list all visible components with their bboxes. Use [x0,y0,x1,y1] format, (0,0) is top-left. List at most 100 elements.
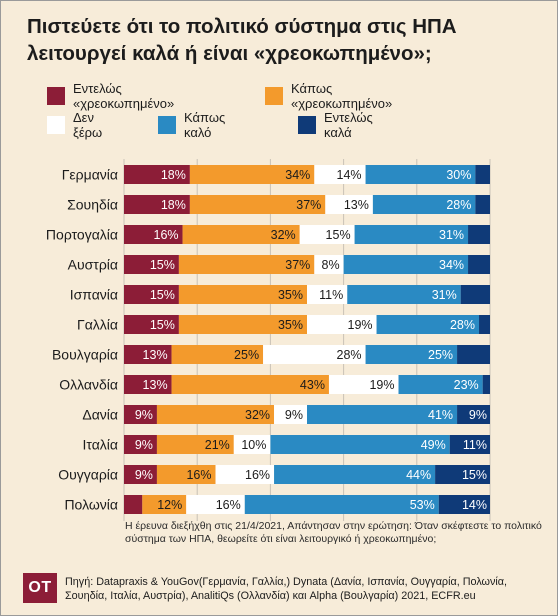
bar-segment [178,255,315,274]
legend-label: Κάπως καλό [184,110,226,140]
data-label: 9% [135,438,153,452]
bar-segment [343,255,469,274]
data-label: 30% [446,168,471,182]
bar-segment [124,375,172,394]
data-label: 31% [439,228,464,242]
data-label: 19% [369,378,394,392]
data-label: 13% [143,348,168,362]
data-label: 34% [439,258,464,272]
data-label: 12% [157,498,182,512]
bar-segment [328,375,399,394]
data-label: 14% [337,168,362,182]
data-label: 37% [296,198,321,212]
legend-item-dont-know: Δεν ξέρω [47,110,102,140]
chart-title: Πιστεύετε ότι το πολιτικό σύστημα στις Η… [27,15,457,65]
data-label: 32% [271,228,296,242]
data-label: 15% [150,318,175,332]
bar-segment [354,225,469,244]
bar-segment [182,225,300,244]
data-label: 53% [410,498,435,512]
bar-segment [435,465,490,484]
bar-segment [171,345,264,364]
bar-segment [307,285,348,304]
legend-item-totally-bankrupt: Εντελώς «χρεοκωπημένο» [47,81,174,111]
legend-item-totally-good: Εντελώς καλά [298,110,373,140]
data-label: 25% [428,348,453,362]
bar-segment [372,195,476,214]
bar-segment [178,285,307,304]
bar-segment [365,345,458,364]
category-label: Δανία [82,407,118,423]
data-label: 43% [300,378,325,392]
data-label: 8% [322,258,340,272]
bar-segment [124,495,143,514]
category-label: Βουλγαρία [52,347,118,363]
data-label: 49% [421,438,446,452]
bar-segment [178,315,307,334]
data-label: 28% [446,198,471,212]
data-label: 14% [462,498,487,512]
category-label: Ισπανία [70,287,118,303]
bar-segment [124,315,179,334]
bar-segment [124,435,157,454]
bar-segment [314,255,344,274]
bar-segment [274,405,307,424]
stacked-bar-chart: 020406080100Γερμανία18%34%14%30%Σουηδία1… [46,159,491,521]
source-note: Πηγή: Datapraxis & YouGov(Γερμανία, Γαλλ… [65,576,508,602]
bar-segment [215,465,275,484]
bar-segment [124,345,172,364]
data-label: 10% [241,438,266,452]
legend-swatch [47,116,65,134]
bar-segment [307,315,377,334]
bar-segment [274,465,436,484]
bar-segment [124,225,183,244]
bar-segment [156,405,275,424]
data-label: 9% [469,408,487,422]
data-label: 9% [285,408,303,422]
bar-segment [171,375,329,394]
legend-label: Κάπως «χρεοκωπημένο» [291,81,393,111]
data-label: 21% [205,438,230,452]
bar-segment [189,195,326,214]
bar-segment [457,345,490,364]
data-label: 15% [462,468,487,482]
data-label: 19% [348,318,373,332]
bar-segment [263,345,366,364]
data-label: 28% [337,348,362,362]
legend-label: Δεν ξέρω [73,110,103,140]
data-label: 16% [186,468,211,482]
data-label: 15% [326,228,351,242]
category-label: Σουηδία [67,197,118,213]
data-label: 44% [406,468,431,482]
category-label: Αυστρία [68,257,118,273]
legend-item-somewhat-good: Κάπως καλό [158,110,225,140]
data-label: 18% [161,198,186,212]
category-label: Γαλλία [77,317,118,333]
data-label: 11% [463,438,487,452]
legend-label: Εντελώς «χρεοκωπημένο» [73,81,175,111]
data-label: 9% [135,408,153,422]
category-label: Ολλανδία [59,377,118,393]
category-label: Ιταλία [82,437,118,453]
bar-segment [325,195,373,214]
bar-segment [124,165,190,184]
bar-segment [347,285,461,304]
data-label: 16% [216,498,241,512]
bar-segment [376,315,480,334]
data-label: 32% [245,408,270,422]
bar-segment [186,495,245,514]
bar-segment [438,495,490,514]
bar-segment [142,495,187,514]
data-label: 18% [161,168,186,182]
bar-segment [449,435,490,454]
data-label: 37% [285,258,310,272]
bar-segment [314,165,366,184]
bar-segment [468,225,490,244]
data-label: 31% [432,288,457,302]
data-label: 35% [278,288,303,302]
bar-segment [460,285,490,304]
bar-segment [365,165,476,184]
data-label: 16% [245,468,270,482]
category-label: Ουγγαρία [58,467,118,483]
